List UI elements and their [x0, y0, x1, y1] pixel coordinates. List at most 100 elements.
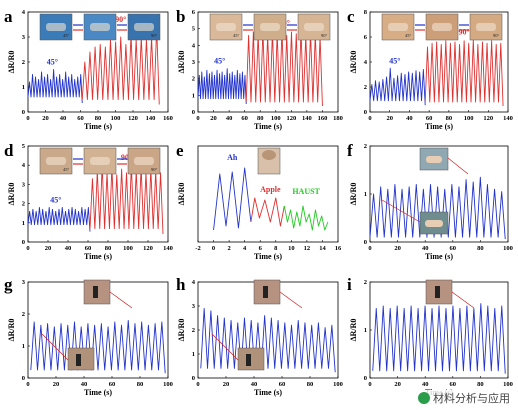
y-tick-label: 2 [192, 327, 195, 334]
panel-label: g [4, 275, 13, 294]
x-tick-label: 12 [304, 245, 311, 252]
hand-shape [432, 23, 452, 31]
y-tick-label: 0 [364, 239, 367, 246]
pointer-arrow [109, 291, 133, 309]
x-tick-label: 20 [53, 381, 60, 388]
x-tick-label: 0 [196, 381, 199, 388]
x-tick-label: 60 [241, 115, 248, 122]
x-tick-label: 80 [307, 381, 314, 388]
y-tick-label: 0 [364, 109, 367, 116]
chin-shape [262, 150, 276, 160]
x-tick-label: 120 [143, 245, 153, 252]
x-axis-label: Time (s) [84, 388, 112, 397]
watermark-text: 材料分析与应用 [433, 392, 510, 405]
x-tick-label: 0 [196, 115, 199, 122]
plot-frame [197, 145, 339, 243]
series-line [89, 164, 164, 234]
x-axis-label: Time (s) [254, 252, 282, 261]
series-line [213, 167, 252, 231]
y-tick-label: 1 [22, 343, 25, 350]
y-tick-label: 0 [192, 375, 195, 382]
x-tick-label: 80 [105, 245, 112, 252]
panel-label: a [4, 7, 13, 26]
y-tick-label: 2 [364, 84, 367, 91]
series-label: 45° [214, 57, 225, 66]
x-axis-label: Time (s) [84, 252, 112, 261]
x-tick-label: 0 [368, 381, 371, 388]
x-tick-label: 60 [85, 245, 92, 252]
x-tick-label: 40 [60, 115, 67, 122]
x-tick-label: 160 [318, 115, 328, 122]
x-tick-label: 100 [271, 115, 281, 122]
y-tick-label: 2 [192, 76, 195, 83]
series-label: 45° [47, 58, 58, 67]
series-line [30, 319, 166, 374]
x-tick-label: 80 [477, 381, 484, 388]
y-tick-label: 2 [22, 59, 25, 66]
panel-label: i [347, 275, 352, 294]
y-axis-label: ΔR/R0 [349, 51, 358, 74]
hand-shape [90, 157, 110, 165]
x-tick-label: 60 [279, 381, 286, 388]
hand-shape [260, 23, 280, 31]
x-tick-label: -2 [195, 245, 200, 252]
panel-label: c [347, 7, 355, 26]
x-tick-label: 40 [406, 115, 413, 122]
x-tick-label: 0 [212, 245, 215, 252]
x-tick-label: 80 [95, 115, 102, 122]
x-tick-label: 14 [319, 245, 326, 252]
hand-shape [46, 157, 66, 165]
pointer-arrow [211, 333, 239, 361]
hand-shape [134, 23, 154, 31]
x-tick-label: 120 [483, 115, 493, 122]
series-label: 45° [389, 56, 400, 65]
panel-label: e [176, 141, 184, 160]
inset-label-right: 90° [151, 33, 158, 38]
series-line [197, 68, 247, 105]
x-tick-label: 20 [210, 115, 217, 122]
x-tick-label: 10 [288, 245, 295, 252]
x-axis-label: Time (s) [84, 122, 112, 131]
x-tick-label: 60 [426, 115, 433, 122]
hand-shape [425, 220, 443, 227]
x-tick-label: 100 [163, 381, 173, 388]
y-tick-label: 1 [364, 191, 367, 198]
inset-label-left: 45° [63, 167, 70, 172]
y-tick-label: 1 [22, 220, 25, 227]
y-tick-label: 4 [192, 279, 196, 286]
x-tick-label: 160 [163, 115, 173, 122]
x-tick-label: 20 [394, 381, 401, 388]
x-tick-label: 8 [274, 245, 278, 252]
series-label: 90° [115, 15, 126, 24]
x-tick-label: 120 [286, 115, 296, 122]
y-tick-label: 3 [192, 303, 196, 310]
y-tick-label: 2 [364, 143, 367, 150]
pointer-arrow [447, 157, 469, 175]
x-tick-label: 6 [259, 245, 263, 252]
y-tick-label: 4 [364, 59, 368, 66]
sensor-shape [246, 354, 251, 366]
y-tick-label: 2 [364, 279, 367, 286]
y-tick-label: 1 [192, 92, 195, 99]
series-line [369, 67, 426, 106]
y-tick-label: 4 [192, 42, 196, 49]
x-tick-label: 60 [77, 115, 84, 122]
panel-e: e -2 0 2 4 6 8 10 12 14 16 Time (s) ΔR/R0 Ah Apple HAUS… [176, 141, 342, 261]
hand-shape [304, 23, 324, 31]
y-axis-label: ΔR/R0 [349, 319, 358, 342]
series-line [369, 176, 506, 240]
sensor-shape [263, 286, 268, 298]
x-tick-label: 120 [128, 115, 138, 122]
pointer-arrow [451, 291, 475, 309]
hand-shape [90, 23, 110, 31]
series-label: 45° [50, 195, 61, 204]
y-tick-label: 5 [22, 143, 26, 150]
y-tick-label: 0 [364, 375, 367, 382]
inset-photo [297, 13, 331, 41]
inset-label-right: 90° [493, 33, 500, 38]
panel-label: b [176, 7, 185, 26]
x-axis-label: Time (s) [425, 252, 453, 261]
x-tick-label: 180 [333, 115, 343, 122]
y-axis-label: ΔR/R0 [177, 51, 186, 74]
